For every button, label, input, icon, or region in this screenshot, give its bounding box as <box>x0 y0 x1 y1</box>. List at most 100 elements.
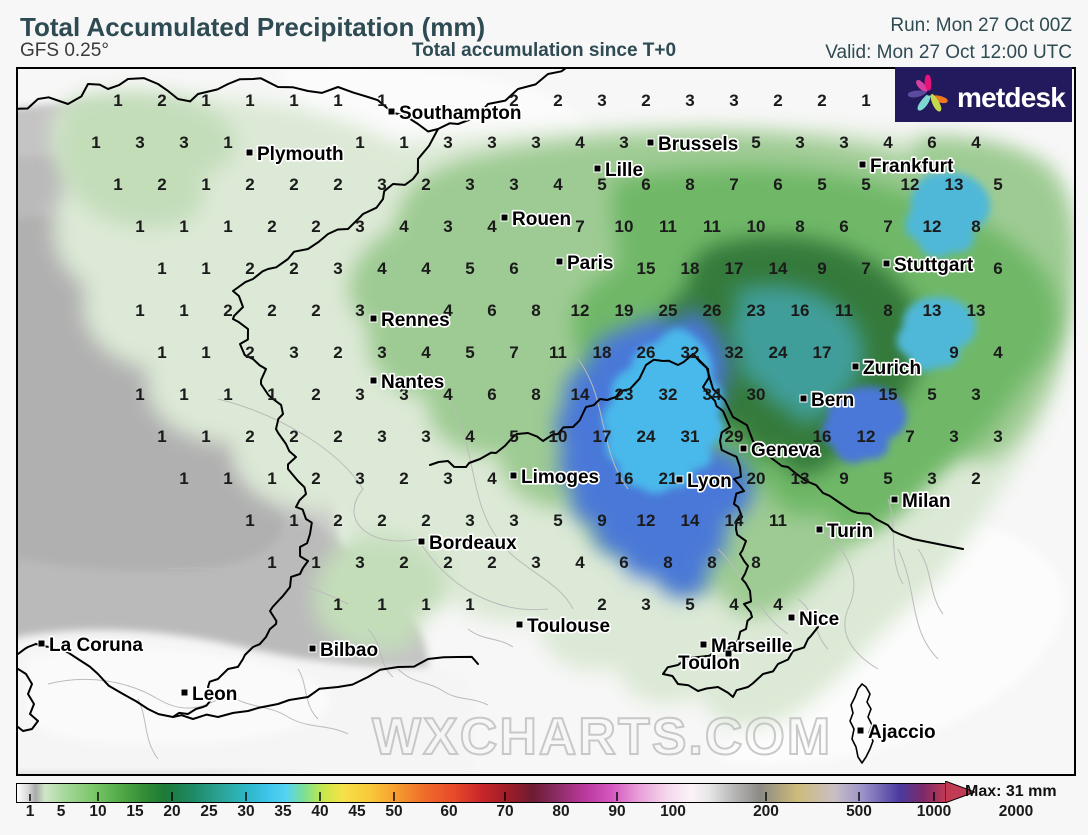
svg-text:7: 7 <box>861 259 870 278</box>
svg-text:1: 1 <box>245 91 254 110</box>
svg-text:1: 1 <box>267 553 276 572</box>
svg-text:5: 5 <box>751 133 760 152</box>
svg-text:1: 1 <box>377 91 386 110</box>
svg-text:32: 32 <box>681 343 700 362</box>
svg-text:Rennes: Rennes <box>381 310 450 331</box>
svg-text:1: 1 <box>333 595 342 614</box>
svg-text:1: 1 <box>113 91 122 110</box>
svg-text:4: 4 <box>883 133 893 152</box>
svg-text:2: 2 <box>333 427 342 446</box>
svg-text:23: 23 <box>615 385 634 404</box>
svg-text:4: 4 <box>575 133 585 152</box>
svg-text:1: 1 <box>223 469 232 488</box>
svg-text:9: 9 <box>949 343 958 362</box>
svg-text:7: 7 <box>575 217 584 236</box>
svg-text:6: 6 <box>487 385 496 404</box>
svg-text:5: 5 <box>861 175 870 194</box>
svg-text:29: 29 <box>725 427 744 446</box>
svg-text:21: 21 <box>659 469 678 488</box>
svg-text:18: 18 <box>593 343 612 362</box>
svg-text:4: 4 <box>553 175 563 194</box>
svg-text:3: 3 <box>355 217 364 236</box>
svg-text:26: 26 <box>637 343 656 362</box>
svg-text:1: 1 <box>289 91 298 110</box>
svg-text:16: 16 <box>615 469 634 488</box>
svg-text:Paris: Paris <box>567 253 613 274</box>
svg-text:2: 2 <box>817 91 826 110</box>
svg-text:4: 4 <box>575 553 585 572</box>
svg-text:5: 5 <box>883 469 892 488</box>
svg-text:14: 14 <box>681 511 700 530</box>
svg-text:2: 2 <box>157 91 166 110</box>
svg-text:25: 25 <box>659 301 678 320</box>
svg-text:12: 12 <box>571 301 590 320</box>
svg-text:17: 17 <box>725 259 744 278</box>
svg-text:2: 2 <box>333 511 342 530</box>
svg-text:1: 1 <box>201 427 210 446</box>
svg-text:Geneva: Geneva <box>751 440 820 461</box>
svg-text:5: 5 <box>927 385 936 404</box>
svg-text:Ajaccio: Ajaccio <box>868 722 936 743</box>
svg-text:2: 2 <box>399 469 408 488</box>
svg-text:9: 9 <box>839 469 848 488</box>
svg-text:8: 8 <box>883 301 892 320</box>
svg-text:Stuttgart: Stuttgart <box>894 255 974 276</box>
svg-text:2: 2 <box>597 595 606 614</box>
svg-text:3: 3 <box>179 133 188 152</box>
svg-text:11: 11 <box>659 217 677 236</box>
svg-text:6: 6 <box>619 553 628 572</box>
svg-text:6: 6 <box>839 217 848 236</box>
svg-text:Bern: Bern <box>811 390 854 411</box>
svg-text:13: 13 <box>945 175 964 194</box>
svg-text:13: 13 <box>923 301 942 320</box>
svg-text:6: 6 <box>509 259 518 278</box>
svg-text:4: 4 <box>399 217 409 236</box>
svg-text:7: 7 <box>509 343 518 362</box>
svg-text:10: 10 <box>549 427 568 446</box>
svg-text:5: 5 <box>509 427 518 446</box>
svg-text:34: 34 <box>703 385 722 404</box>
svg-text:1: 1 <box>223 385 232 404</box>
svg-text:1: 1 <box>135 217 144 236</box>
svg-text:5: 5 <box>465 343 474 362</box>
svg-text:4: 4 <box>465 427 475 446</box>
svg-text:3: 3 <box>509 511 518 530</box>
svg-text:3: 3 <box>531 553 540 572</box>
svg-text:2: 2 <box>641 91 650 110</box>
svg-text:2: 2 <box>267 217 276 236</box>
svg-text:5: 5 <box>465 259 474 278</box>
svg-text:2: 2 <box>487 553 496 572</box>
svg-text:4: 4 <box>421 343 431 362</box>
svg-text:2: 2 <box>245 259 254 278</box>
svg-text:3: 3 <box>135 133 144 152</box>
svg-text:1: 1 <box>157 259 166 278</box>
svg-text:Leon: Leon <box>192 684 237 705</box>
svg-text:3: 3 <box>685 91 694 110</box>
svg-text:6: 6 <box>487 301 496 320</box>
svg-text:11: 11 <box>549 343 567 362</box>
svg-text:24: 24 <box>637 427 656 446</box>
svg-text:10: 10 <box>615 217 634 236</box>
svg-text:2: 2 <box>245 175 254 194</box>
svg-text:3: 3 <box>333 259 342 278</box>
svg-text:La Coruna: La Coruna <box>49 635 143 656</box>
svg-text:5: 5 <box>553 511 562 530</box>
svg-text:17: 17 <box>813 343 832 362</box>
svg-text:8: 8 <box>531 385 540 404</box>
svg-text:3: 3 <box>377 427 386 446</box>
svg-text:1: 1 <box>201 343 210 362</box>
svg-text:1: 1 <box>245 511 254 530</box>
svg-text:12: 12 <box>923 217 942 236</box>
svg-text:2: 2 <box>157 175 166 194</box>
svg-text:3: 3 <box>927 469 936 488</box>
svg-text:26: 26 <box>703 301 722 320</box>
svg-text:23: 23 <box>747 301 766 320</box>
svg-text:1: 1 <box>267 385 276 404</box>
svg-text:3: 3 <box>377 175 386 194</box>
svg-text:13: 13 <box>791 469 810 488</box>
svg-text:3: 3 <box>993 427 1002 446</box>
svg-text:2: 2 <box>289 175 298 194</box>
svg-text:2: 2 <box>223 301 232 320</box>
svg-text:2: 2 <box>553 91 562 110</box>
svg-text:Limoges: Limoges <box>521 467 599 488</box>
